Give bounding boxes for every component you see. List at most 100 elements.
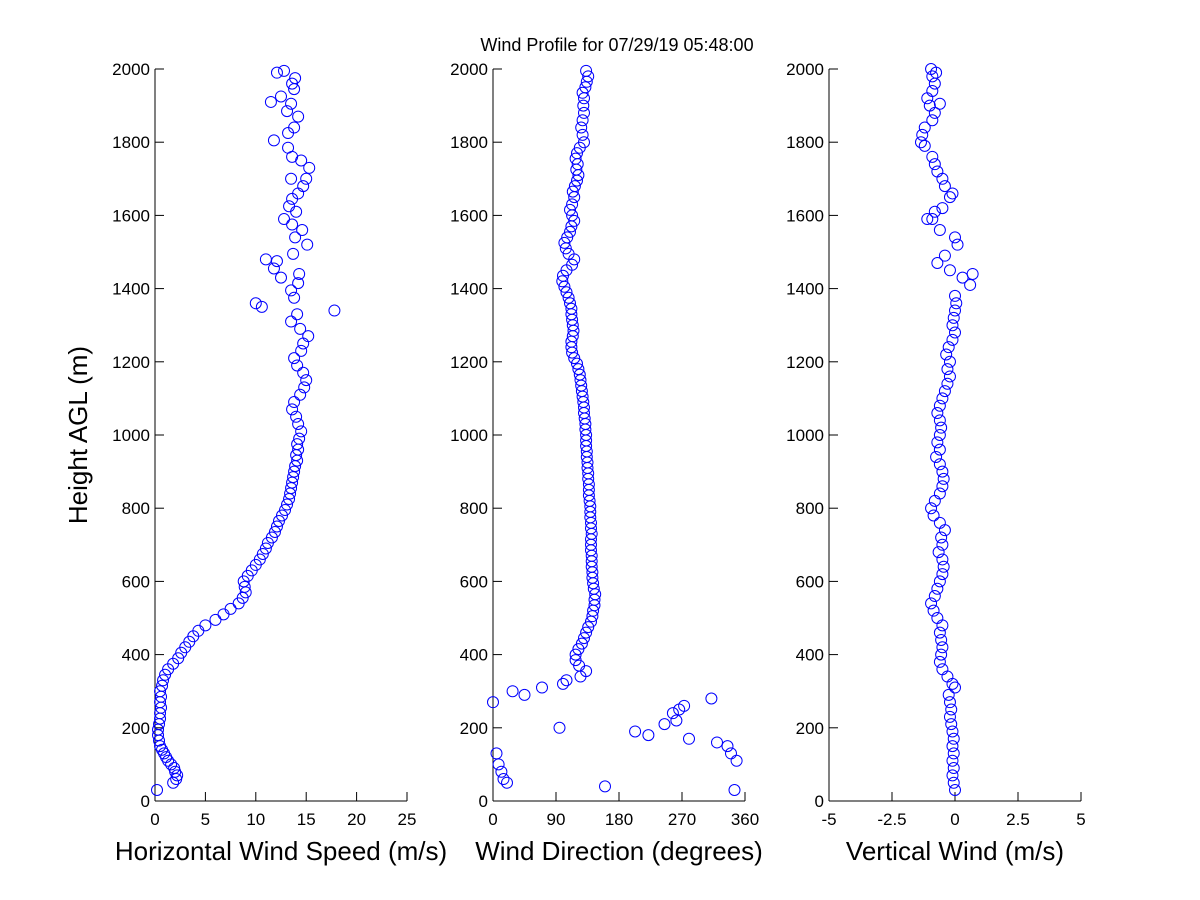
- vertical-data-point: [943, 264, 956, 277]
- direction-data-point: [561, 231, 574, 244]
- vertical-y-tick-label: 2000: [786, 60, 824, 79]
- vertical-data-point: [949, 326, 961, 339]
- direction-y-tick-label: 1800: [450, 133, 488, 152]
- speed-y-tick-label: 2000: [112, 60, 150, 79]
- vertical-y-tick-label: 400: [796, 646, 824, 665]
- vertical-data-point: [937, 560, 950, 573]
- vertical-data-point: [933, 626, 946, 639]
- speed-data-point: [287, 247, 300, 260]
- direction-x-tick-label: 270: [668, 810, 696, 829]
- direction-data-point: [721, 740, 734, 753]
- vertical-x-axis-label: Vertical Wind (m/s): [846, 836, 1064, 866]
- vertical-data-point: [933, 575, 946, 588]
- vertical-data-point: [931, 407, 944, 420]
- direction-data-point: [564, 297, 576, 310]
- vertical-data-point: [943, 191, 956, 204]
- speed-data-point: [297, 180, 310, 193]
- speed-data-point: [303, 161, 316, 174]
- direction-data-point: [582, 70, 595, 83]
- direction-x-tick-label: 0: [488, 810, 497, 829]
- direction-data-point: [562, 291, 575, 304]
- direction-data-point: [506, 685, 519, 698]
- direction-data-point: [573, 368, 586, 381]
- direction-data-point: [599, 780, 611, 793]
- direction-data-point: [536, 681, 548, 694]
- vertical-data-point: [928, 205, 941, 218]
- speed-data-point: [293, 432, 306, 445]
- speed-panel: 0 200 400 600 800 1000 1200 1400 1600 1800 2000 0 5 1…: [63, 60, 447, 866]
- speed-x-axis-label: Horizontal Wind Speed (m/s): [115, 836, 447, 866]
- speed-data-point: [268, 525, 281, 538]
- vertical-data-point: [933, 414, 946, 427]
- vertical-data-point: [933, 655, 946, 668]
- speed-data-point: [199, 619, 212, 632]
- vertical-data-point: [946, 769, 959, 782]
- speed-data-point: [295, 425, 308, 438]
- vertical-data-point: [933, 399, 946, 412]
- vertical-data-point: [947, 762, 960, 775]
- direction-data-point: [658, 718, 671, 731]
- speed-data-point: [256, 547, 269, 560]
- direction-data-point: [556, 275, 569, 288]
- speed-data-point: [291, 308, 304, 321]
- direction-data-point: [564, 225, 576, 238]
- direction-data-point: [562, 247, 575, 260]
- speed-data-point: [300, 374, 313, 387]
- direction-data-point: [566, 185, 579, 198]
- vertical-data-point: [942, 341, 955, 354]
- vertical-data-point: [946, 319, 959, 332]
- direction-data-point: [565, 302, 578, 315]
- direction-data-point: [518, 688, 531, 701]
- vertical-data-point: [926, 70, 939, 83]
- vertical-data-point: [943, 370, 956, 383]
- direction-data-point: [711, 736, 723, 749]
- vertical-data-point: [931, 256, 944, 269]
- speed-data-point: [259, 542, 272, 555]
- vertical-data-point: [933, 516, 946, 529]
- speed-y-tick-label: 1600: [112, 206, 150, 225]
- speed-y-tick-label: 1200: [112, 353, 150, 372]
- speed-data-point: [296, 224, 309, 237]
- vertical-data-point: [946, 187, 959, 200]
- direction-y-tick-label: 800: [460, 499, 488, 518]
- direction-data-point: [568, 214, 581, 227]
- direction-data-point: [501, 776, 513, 789]
- speed-data-point: [270, 66, 283, 79]
- vertical-y-tick-label: 1000: [786, 426, 824, 445]
- vertical-data-point: [935, 421, 948, 434]
- direction-data-point: [629, 725, 642, 738]
- vertical-data-point: [933, 224, 946, 237]
- vertical-x-tick-label: -5: [821, 810, 836, 829]
- speed-y-tick-label: 800: [122, 499, 150, 518]
- vertical-data-point: [931, 436, 944, 449]
- speed-data-point: [285, 315, 298, 328]
- speed-data-point: [281, 105, 294, 118]
- speed-data-point: [151, 784, 164, 797]
- speed-data-point: [298, 381, 311, 394]
- vertical-data-point: [946, 754, 959, 767]
- direction-y-tick-label: 1000: [450, 426, 488, 445]
- direction-data-point: [497, 773, 510, 786]
- direction-data-point: [571, 147, 583, 160]
- vertical-data-point: [949, 784, 961, 797]
- vertical-y-tick-label: 200: [796, 719, 824, 738]
- vertical-data-point: [936, 480, 949, 493]
- direction-data-point: [579, 81, 592, 94]
- vertical-data-point: [936, 663, 949, 676]
- direction-y-tick-label: 1600: [450, 206, 488, 225]
- speed-data-point: [301, 238, 314, 251]
- speed-data-point: [270, 255, 283, 268]
- vertical-data-point: [937, 472, 950, 485]
- speed-data-point: [270, 520, 283, 533]
- direction-data-point: [725, 747, 737, 760]
- direction-data-point: [666, 707, 679, 720]
- vertical-data-point: [946, 740, 959, 753]
- vertical-data-point: [933, 487, 946, 500]
- direction-data-point: [578, 632, 590, 645]
- vertical-x-tick-label: 0: [950, 810, 959, 829]
- vertical-data-point: [941, 377, 954, 390]
- vertical-data-point: [921, 213, 934, 226]
- speed-y-tick-label: 400: [122, 646, 150, 665]
